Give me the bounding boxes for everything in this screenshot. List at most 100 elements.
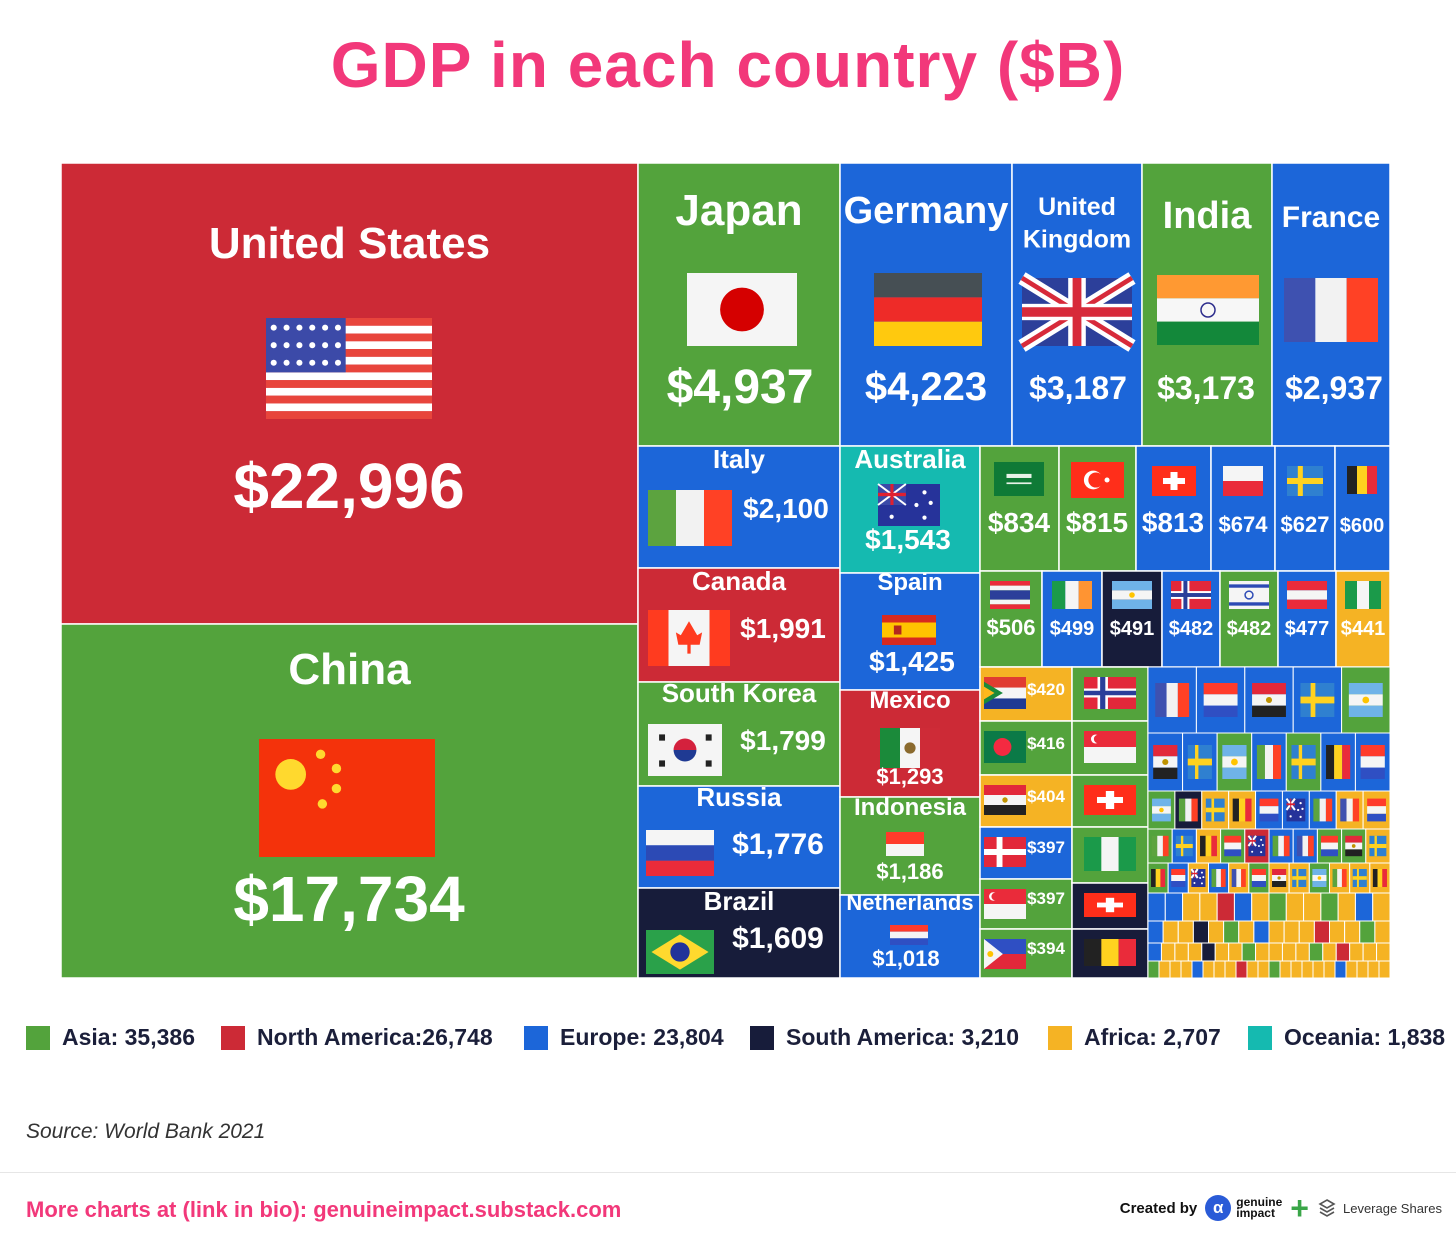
small-flag-icon: [1155, 683, 1190, 717]
flag-jp-icon: [687, 273, 797, 346]
small-flag-icon: [1084, 893, 1136, 917]
small-country-tile: [1298, 920, 1315, 944]
flag-pl-icon: [1223, 466, 1263, 496]
small-country-tile: [1180, 960, 1193, 979]
small-country-tile: [1320, 892, 1339, 922]
small-country-tile: [1337, 892, 1356, 922]
flag-ar-icon: [1112, 581, 1152, 609]
tile-value-south-korea: $1,799: [740, 725, 826, 756]
flag-gb-icon: [1018, 272, 1136, 352]
small-flag-icon: [1211, 869, 1226, 887]
small-flag-icon: [1259, 798, 1279, 822]
small-flag-icon: [1252, 683, 1286, 717]
tile-value-netherlands: $1,018: [872, 946, 939, 971]
flag-fr-icon: [1284, 278, 1378, 342]
small-country-tile: [1356, 960, 1369, 979]
flag-eg-icon: [984, 785, 1026, 815]
tile-eg: $404: [979, 774, 1073, 828]
small-flag-icon: [1084, 939, 1136, 966]
tile-name-australia: Australia: [854, 444, 966, 474]
flag-br-icon: [646, 930, 714, 974]
small-flag-icon: [1190, 868, 1206, 887]
footer-link[interactable]: More charts at (link in bio): genuineimp…: [26, 1197, 622, 1222]
flag-mx-icon: [880, 728, 940, 768]
tile-value-ie: $499: [1050, 618, 1095, 640]
small-flag-icon: [1300, 683, 1335, 717]
flag-ng-icon: [1345, 581, 1381, 609]
small-country-tile: [1201, 942, 1216, 962]
flag-cn-icon: [259, 739, 435, 857]
small-country-tile: [1301, 960, 1314, 979]
legend-item-europe: Europe: 23,804: [524, 1024, 724, 1051]
legend-swatch-africa: [1048, 1025, 1072, 1050]
tile-tr: $815: [1058, 445, 1137, 572]
tile-value-se: $627: [1281, 512, 1330, 537]
small-flag-icon: [1321, 835, 1338, 857]
small-country-tile: [1372, 892, 1391, 922]
flag-ca-icon: [648, 610, 730, 666]
small-country-tile: [1238, 920, 1255, 944]
tile-value-indonesia: $1,186: [876, 859, 943, 884]
small-flag-icon: [1178, 798, 1198, 822]
small-flag-icon: [1369, 835, 1387, 857]
small-country-tile: [1162, 920, 1179, 944]
small-country-tile: [1192, 920, 1209, 944]
tile-name-china: China: [288, 645, 411, 694]
tile-name-france: France: [1282, 201, 1380, 234]
tile-name-germany: Germany: [844, 190, 1009, 232]
tile-value-pl: $674: [1219, 512, 1269, 537]
created-by-label: Created by: [1119, 1199, 1198, 1217]
tile-australia: Australia $1,543: [839, 444, 981, 574]
legend-label-asia: Asia: 35,386: [62, 1024, 195, 1050]
legend-swatch-south-america: [750, 1025, 774, 1050]
tile-se: $627: [1274, 445, 1336, 572]
small-country-tile: [1208, 920, 1225, 944]
genuine-impact-logo[interactable]: α genuine impact: [1205, 1195, 1282, 1221]
tile-value-sa: $834: [988, 507, 1051, 538]
small-country-tile: [1147, 892, 1166, 922]
small-country-tile: [1268, 920, 1285, 944]
small-flag-icon: [1171, 869, 1186, 887]
tile-value-mexico: $1,293: [876, 764, 943, 789]
tile-value-italy: $2,100: [743, 493, 829, 524]
tile-ch: $813: [1135, 445, 1212, 572]
small-flag-icon: [1352, 869, 1367, 887]
flag-au-icon: [877, 483, 940, 526]
tile-value-dk: $397: [1027, 838, 1065, 857]
small-country-tile: [1147, 960, 1160, 979]
tile-value-tr: $815: [1066, 507, 1128, 538]
tile-name-netherlands: Netherlands: [846, 890, 973, 915]
small-country-tile: [1323, 960, 1336, 979]
flag-at-icon: [1287, 581, 1327, 609]
flag-se-icon: [1287, 466, 1323, 496]
small-country-tile: [1160, 942, 1176, 962]
legend-label-oceania: Oceania: 1,838: [1284, 1024, 1446, 1050]
small-country-tile: [1241, 942, 1257, 962]
small-country-tile: [1345, 960, 1358, 979]
small-country-tile: [1354, 892, 1374, 922]
small-flag-icon: [1256, 745, 1282, 779]
tile-value-russia: $1,776: [732, 828, 824, 861]
small-flag-icon: [1151, 835, 1169, 857]
flag-il-icon: [1229, 581, 1269, 609]
leverage-shares-logo[interactable]: Leverage Shares: [1317, 1198, 1442, 1218]
flag-ru-icon: [646, 830, 714, 876]
small-country-tile: [1268, 892, 1287, 922]
credits: Created by α genuine impact + Leverage S…: [1119, 1192, 1442, 1224]
tile-dk: $397: [979, 826, 1073, 880]
small-flag-icon: [1200, 835, 1217, 857]
tile-name-brazil: Brazil: [704, 886, 775, 916]
tile-name-japan: Japan: [675, 186, 802, 235]
small-country-tile: [1251, 892, 1270, 922]
small-country-tile: [1164, 892, 1184, 922]
tile-spain: Spain $1,425: [839, 569, 981, 691]
small-flag-icon: [1247, 835, 1266, 857]
tile-india: India $3,173: [1141, 162, 1273, 447]
small-country-tile: [1246, 960, 1259, 979]
tile-value-germany: $4,223: [865, 365, 987, 409]
flag-bd-icon: [984, 731, 1026, 763]
flag-nl-icon: [890, 925, 928, 945]
flag-th-icon: [990, 581, 1030, 609]
tile-indonesia: Indonesia $1,186: [839, 794, 981, 896]
chart-title: GDP in each country ($B): [330, 29, 1126, 101]
